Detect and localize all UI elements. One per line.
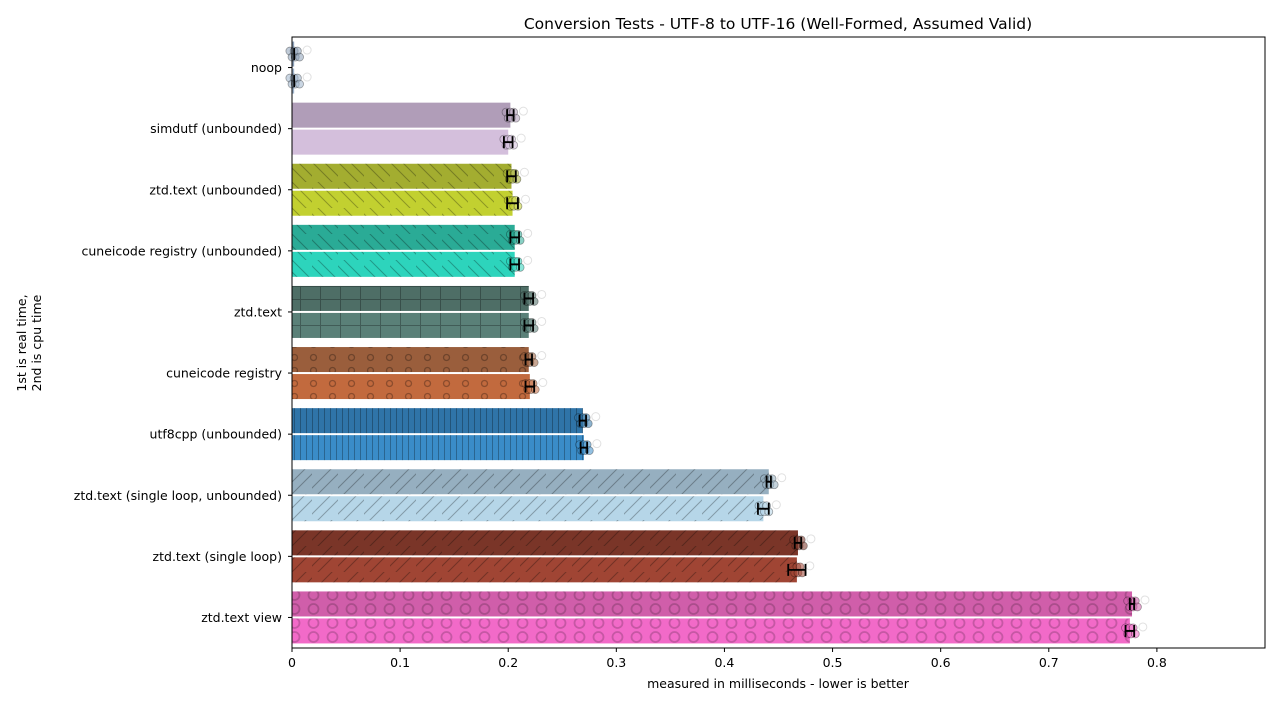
bar-cpu-time-1 [292, 129, 509, 155]
bar-cpu-time-6-pattern [292, 435, 584, 461]
bar-real-time-1 [292, 102, 511, 128]
outlier-point-real-time-8 [806, 534, 816, 544]
sample-point-cpu-time-4-5 [529, 324, 539, 333]
x-tick-label-7: 0.7 [1039, 655, 1059, 670]
outlier-point-real-time-3 [523, 228, 533, 238]
bars-layer [292, 41, 1133, 644]
sample-point-cpu-time-9-5 [1130, 629, 1140, 639]
x-tick-label-2: 0.2 [498, 655, 518, 670]
y-axis-label-line-2: 2nd is cpu time [29, 294, 44, 391]
sample-point-cpu-time-0-5 [295, 79, 304, 89]
bar-real-time-7-pattern [292, 469, 769, 495]
y-tick-label-1: simdutf (unbounded) [150, 121, 282, 136]
bar-cpu-time-7-pattern [292, 496, 764, 522]
plot-area-frame [291, 36, 1266, 649]
outlier-point-real-time-0 [302, 45, 312, 55]
error-bar-real-time-5 [524, 353, 533, 366]
outlier-point-cpu-time-3 [523, 255, 533, 265]
outlier-point-cpu-time-9 [1138, 622, 1148, 632]
error-bar-cpu-time-7 [757, 502, 770, 515]
y-tick-label-2: ztd.text (unbounded) [149, 182, 282, 197]
error-bar-real-time-6 [578, 414, 587, 427]
y-tick-label-5: cuneicode registry [166, 366, 283, 381]
error-bar-real-time-2 [506, 170, 517, 183]
error-bar-real-time-9 [1128, 597, 1136, 610]
y-tick-label-8: ztd.text (single loop) [153, 549, 282, 564]
bar-real-time-2-pattern [292, 163, 512, 189]
y-axis-label: 1st is real time, 2nd is cpu time [14, 294, 44, 391]
markers-layer [285, 45, 1150, 639]
error-bar-real-time-3 [509, 231, 520, 244]
x-tick-label-8: 0.8 [1147, 655, 1167, 670]
x-tick-label-1: 0.1 [390, 655, 410, 670]
bar-real-time-9-pattern [292, 591, 1133, 617]
x-axis: 0 0.1 0.2 0.3 0.4 0.5 0.6 0.7 0.8 [288, 648, 1167, 670]
outlier-point-real-time-9 [1140, 595, 1150, 605]
outlier-point-real-time-2 [519, 167, 529, 177]
outlier-point-cpu-time-1 [516, 133, 526, 143]
sample-point-cpu-time-5-5 [530, 385, 540, 394]
y-axis: noop simdutf (unbounded) ztd.text (unbound… [74, 60, 292, 625]
x-tick-label-4: 0.4 [714, 655, 734, 670]
error-bar-cpu-time-4 [523, 319, 534, 332]
outlier-point-real-time-4 [537, 289, 547, 299]
bar-cpu-time-9-pattern [292, 618, 1130, 644]
sample-point-cpu-time-1-5 [509, 140, 519, 150]
outlier-point-cpu-time-5 [538, 378, 548, 388]
y-tick-label-0: noop [251, 60, 282, 75]
error-bar-cpu-time-2 [506, 197, 519, 210]
bar-cpu-time-5-pattern [292, 374, 530, 400]
bar-cpu-time-8-pattern [292, 557, 797, 583]
y-tick-label-9: ztd.text view [201, 610, 282, 625]
outlier-point-cpu-time-4 [537, 316, 547, 326]
sample-point-cpu-time-3-5 [515, 262, 525, 272]
bar-real-time-4-pattern [292, 285, 529, 311]
error-bar-real-time-1 [506, 109, 515, 122]
y-tick-label-7: ztd.text (single loop, unbounded) [74, 488, 282, 503]
outlier-point-real-time-5 [537, 351, 547, 361]
y-tick-label-6: utf8cpp (unbounded) [150, 427, 282, 442]
bar-real-time-3-pattern [292, 224, 515, 250]
error-bar-cpu-time-9 [1124, 624, 1136, 637]
bar-real-time-8-pattern [292, 530, 798, 556]
x-axis-label: measured in milliseconds - lower is bett… [647, 676, 910, 691]
error-bar-cpu-time-8 [787, 563, 807, 576]
error-bar-real-time-8 [793, 536, 803, 549]
bar-real-time-5-pattern [292, 347, 529, 373]
bar-cpu-time-3-pattern [292, 251, 515, 277]
outlier-point-cpu-time-7 [771, 500, 781, 510]
sample-point-real-time-0-5 [295, 52, 304, 62]
bar-cpu-time-4-pattern [292, 312, 529, 338]
y-axis-label-line-1: 1st is real time, [14, 294, 29, 391]
error-bar-cpu-time-6 [579, 441, 589, 454]
error-bar-cpu-time-1 [502, 136, 514, 149]
chart-title: Conversion Tests - UTF-8 to UTF-16 (Well… [524, 15, 1032, 33]
sample-point-real-time-4-5 [529, 297, 539, 306]
x-tick-label-0: 0 [288, 655, 296, 670]
y-tick-label-4: ztd.text [234, 304, 282, 319]
bar-real-time-6-pattern [292, 408, 583, 434]
error-bar-cpu-time-5 [524, 380, 536, 393]
bar-cpu-time-2-pattern [292, 190, 513, 216]
outlier-point-cpu-time-6 [592, 439, 602, 449]
y-tick-label-3: cuneicode registry (unbounded) [82, 243, 282, 258]
error-bar-real-time-4 [523, 292, 534, 305]
x-tick-label-3: 0.3 [606, 655, 626, 670]
sample-point-real-time-2-5 [512, 174, 522, 184]
outlier-point-real-time-1 [518, 106, 528, 116]
x-tick-label-6: 0.6 [931, 655, 951, 670]
x-tick-label-5: 0.5 [823, 655, 843, 670]
outlier-point-real-time-7 [777, 473, 787, 483]
error-bar-real-time-7 [765, 475, 772, 488]
outlier-point-cpu-time-2 [521, 194, 531, 204]
error-bar-cpu-time-3 [509, 258, 520, 271]
sample-point-real-time-3-5 [515, 235, 525, 245]
outlier-point-real-time-6 [591, 412, 601, 422]
outlier-point-cpu-time-8 [805, 561, 815, 571]
outlier-point-cpu-time-0 [302, 72, 312, 82]
